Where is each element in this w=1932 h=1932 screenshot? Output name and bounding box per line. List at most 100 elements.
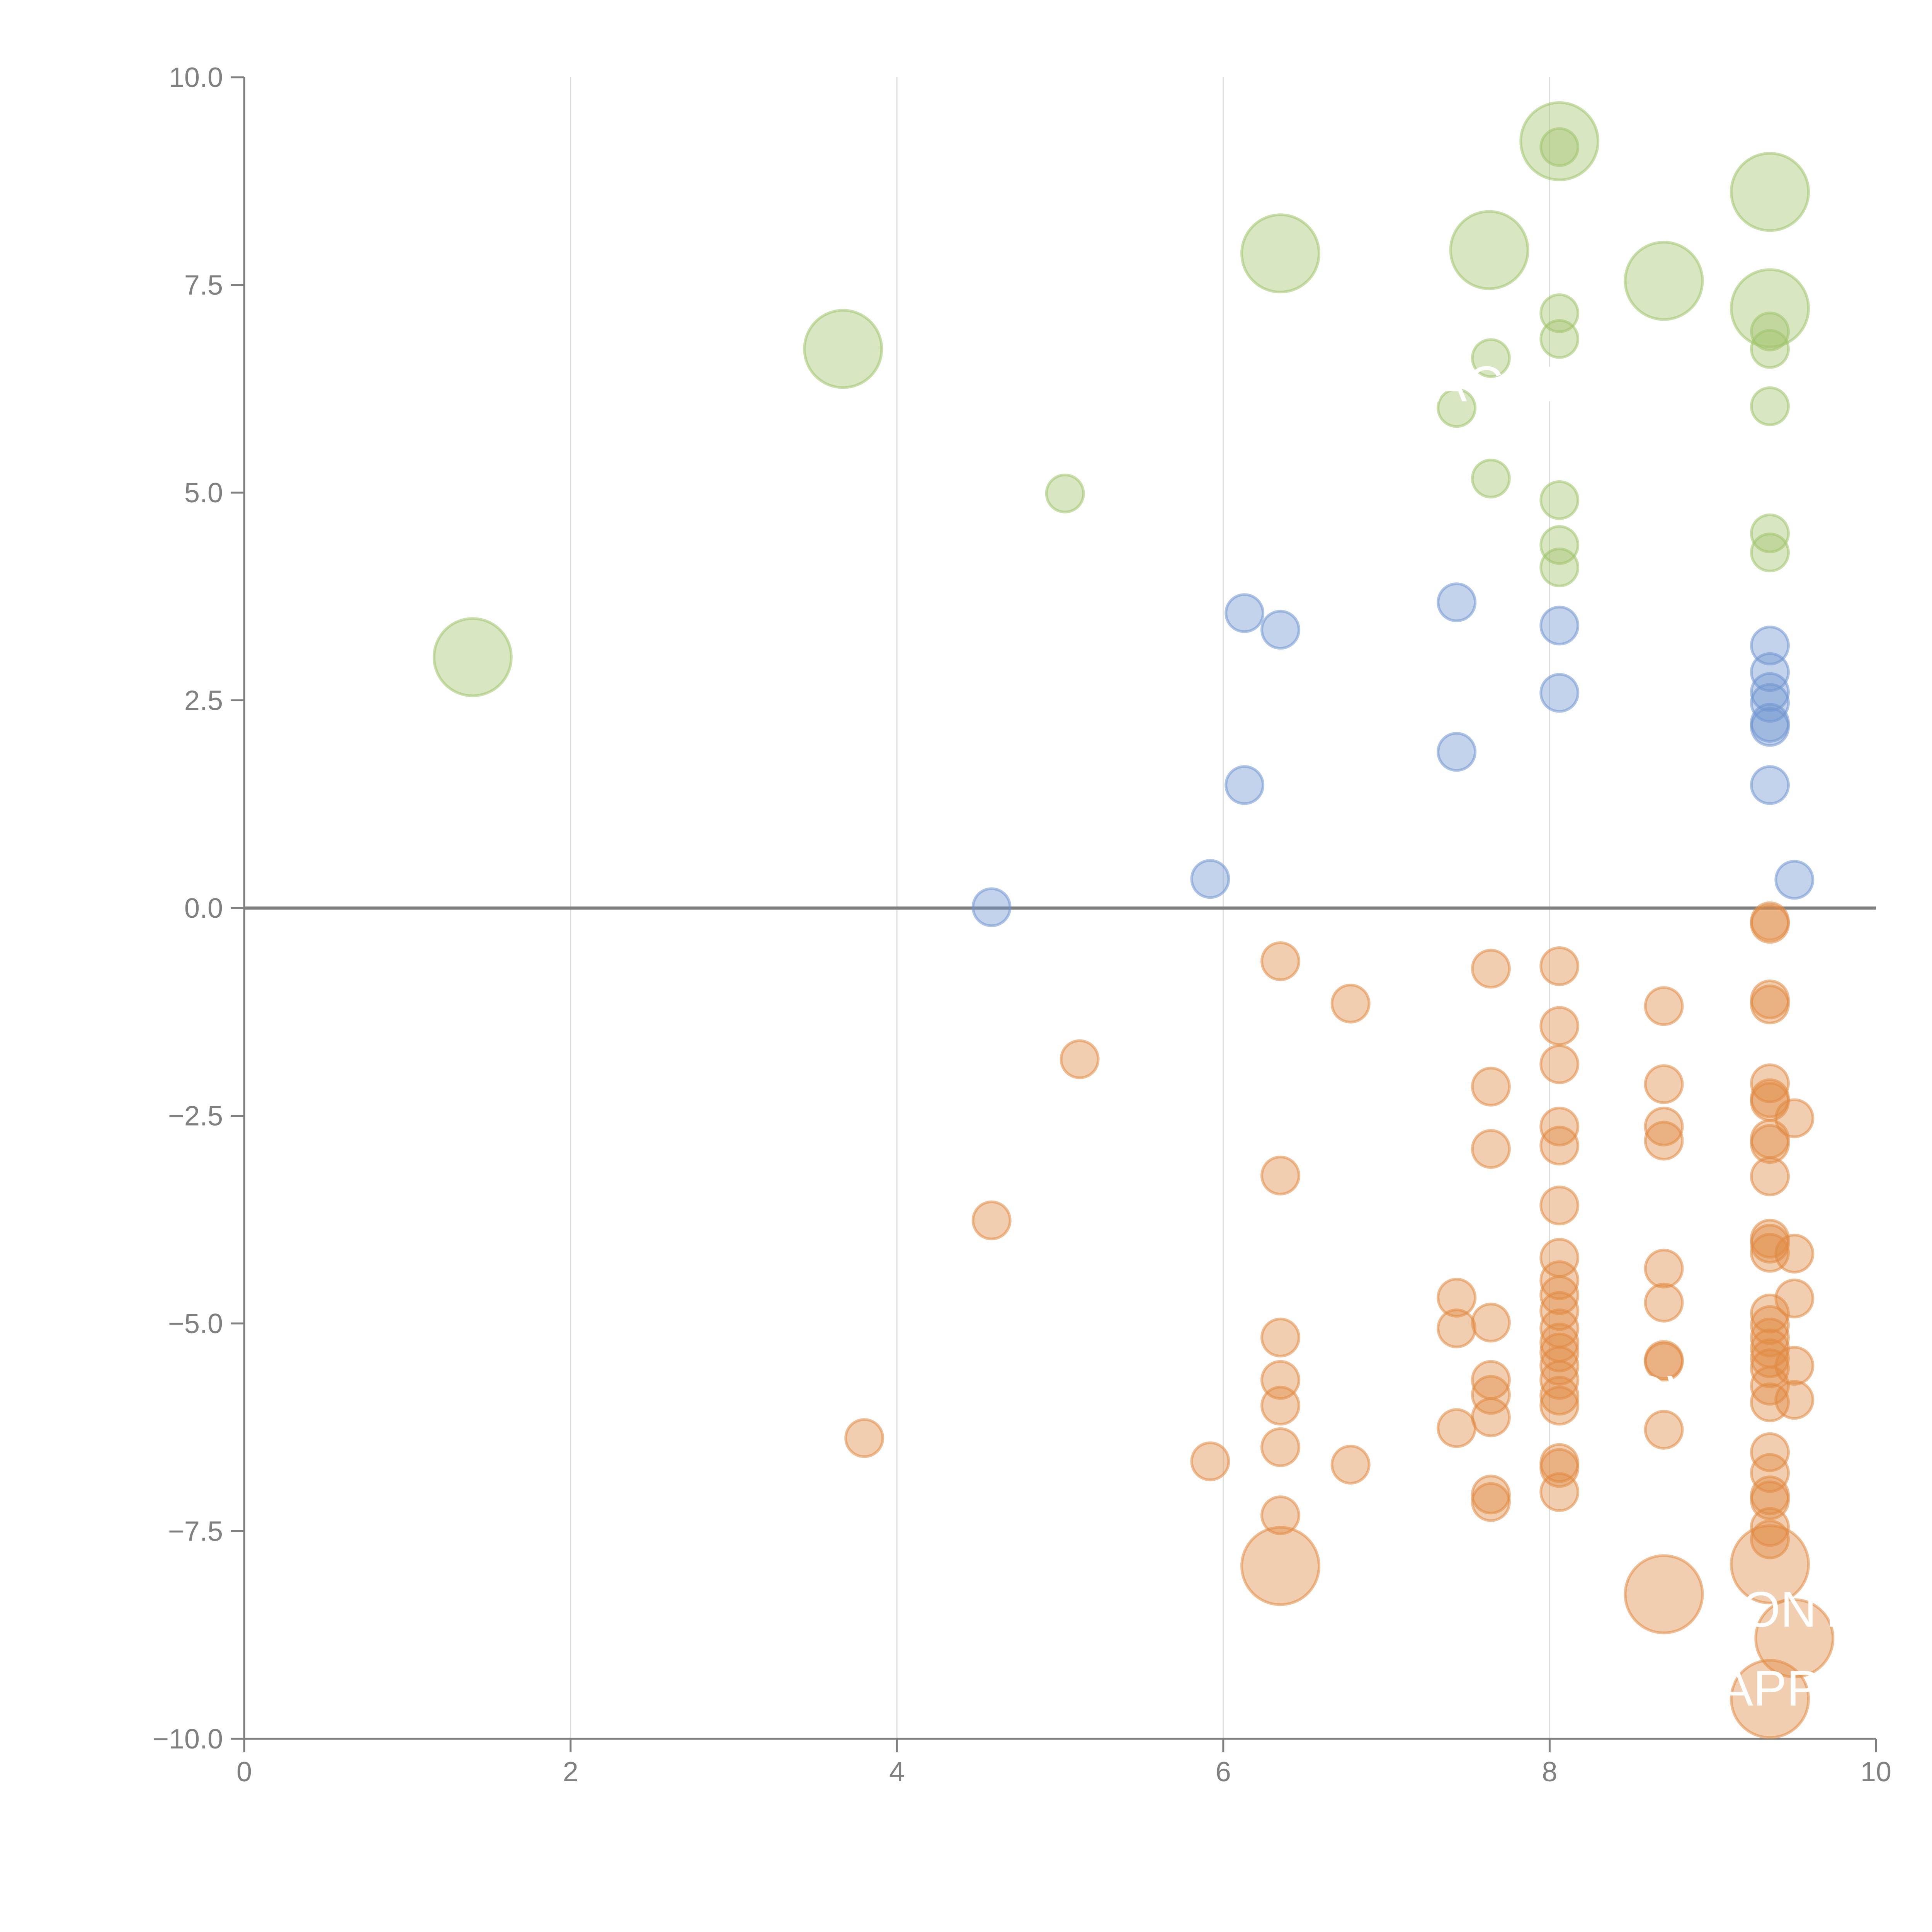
data-point-orange	[1644, 1282, 1684, 1323]
data-point-green	[1539, 525, 1580, 565]
data-point-green	[1750, 386, 1790, 426]
data-point-green	[1519, 101, 1600, 182]
series-blue	[971, 582, 1815, 927]
data-point-blue	[1260, 610, 1301, 650]
data-point-orange	[1644, 1064, 1684, 1104]
point-label: ONT	[1742, 1581, 1847, 1638]
data-point-orange	[1330, 983, 1371, 1024]
data-point-green	[1437, 388, 1477, 428]
data-point-green	[1539, 548, 1580, 587]
data-point-orange	[1471, 1066, 1511, 1107]
x-tick-label: 8	[1542, 1757, 1557, 1787]
y-tick-label: 7.5	[184, 270, 223, 301]
data-point-green	[1045, 473, 1085, 514]
y-tick-label: −5.0	[168, 1308, 223, 1339]
data-point-orange	[1644, 1121, 1684, 1161]
y-tick-label: 5.0	[184, 478, 223, 509]
data-point-green	[1471, 458, 1511, 498]
data-point-orange	[1774, 1233, 1815, 1274]
data-point-orange	[1750, 1156, 1790, 1196]
x-tick-label: 2	[563, 1757, 578, 1787]
y-tick-label: −2.5	[168, 1101, 223, 1132]
y-tick-label: 0.0	[184, 893, 223, 924]
data-point-orange	[1750, 1318, 1790, 1358]
data-point-green	[1624, 241, 1704, 321]
data-point-orange	[1471, 1482, 1511, 1522]
data-point-green	[432, 617, 513, 697]
data-point-orange	[1060, 1039, 1100, 1079]
data-point-green	[1750, 329, 1790, 369]
data-point-orange	[1774, 1098, 1815, 1138]
data-point-orange	[1750, 1124, 1790, 1164]
data-point-blue	[1750, 765, 1790, 805]
data-point-blue	[1774, 860, 1815, 900]
data-point-green	[803, 309, 883, 389]
data-point-blue	[1225, 765, 1265, 805]
data-point-orange	[1539, 946, 1580, 986]
data-point-blue	[971, 887, 1012, 927]
data-point-orange	[1539, 1332, 1580, 1372]
x-tick-label: 4	[889, 1757, 905, 1787]
data-point-orange	[1190, 1441, 1230, 1481]
data-point-orange	[1471, 1397, 1511, 1437]
data-point-orange	[1539, 1185, 1580, 1226]
point-label: E OW	[1580, 1365, 1714, 1422]
data-point-green	[1471, 338, 1511, 378]
data-point-green	[1240, 213, 1321, 294]
data-point-blue	[1190, 859, 1230, 899]
data-point-orange	[1471, 1303, 1511, 1343]
data-point-orange	[1471, 1129, 1511, 1169]
data-point-orange	[1539, 1275, 1580, 1315]
data-point-orange	[1644, 1410, 1684, 1450]
data-point-blue	[1225, 593, 1265, 633]
data-point-blue	[1750, 652, 1790, 692]
data-point-orange	[1750, 1432, 1790, 1472]
data-point-orange	[1624, 1554, 1704, 1634]
data-point-orange	[1260, 1495, 1301, 1536]
data-point-orange	[1750, 1519, 1790, 1560]
data-point-orange	[844, 1418, 884, 1458]
data-point-orange	[1437, 1408, 1477, 1448]
data-point-orange	[1260, 1427, 1301, 1467]
data-point-orange	[1539, 1260, 1580, 1300]
axes: 10.0 7.5 5.0 2.5 0.0 −2.5 −5.0 −7.5 −10.0 0 2 4 6 8 10	[153, 62, 1891, 1787]
data-point-orange	[1260, 941, 1301, 981]
data-point-orange	[1750, 1338, 1790, 1378]
data-point-orange	[1539, 1126, 1580, 1166]
data-point-orange	[971, 1200, 1012, 1240]
data-point-orange	[1644, 1106, 1684, 1146]
data-point-blue	[1539, 605, 1580, 646]
series-green	[432, 101, 1810, 697]
data-points	[432, 101, 1835, 1739]
data-point-orange	[1260, 1318, 1301, 1358]
data-point-orange	[1754, 1598, 1835, 1679]
data-point-green	[1449, 210, 1529, 290]
data-point-orange	[1260, 1386, 1301, 1426]
data-point-orange	[1539, 1472, 1580, 1512]
data-point-orange	[1644, 1248, 1684, 1289]
y-tick-label: −10.0	[153, 1724, 223, 1755]
data-point-orange	[1730, 1524, 1810, 1604]
data-point-orange	[1774, 1279, 1815, 1318]
data-point-green	[1539, 319, 1580, 359]
data-point-orange	[1330, 1445, 1371, 1485]
data-point-orange	[1539, 1006, 1580, 1046]
data-point-orange	[1240, 1526, 1321, 1606]
data-point-blue	[1750, 672, 1790, 712]
data-point-blue	[1437, 732, 1477, 772]
data-point-orange	[1750, 904, 1790, 944]
series-orange	[844, 901, 1835, 1739]
data-point-orange	[1774, 1380, 1815, 1420]
data-point-orange	[1471, 949, 1511, 989]
data-point-orange	[1644, 986, 1684, 1026]
point-label: ACOM	[1434, 356, 1584, 412]
data-point-orange	[1539, 1346, 1580, 1386]
data-point-orange	[1539, 1376, 1580, 1416]
data-point-orange	[1750, 1453, 1790, 1493]
data-point-orange	[1730, 1659, 1810, 1739]
data-point-green	[1750, 532, 1790, 573]
data-point-orange	[1471, 1375, 1511, 1415]
data-point-orange	[1437, 1277, 1477, 1318]
data-point-orange	[1539, 1044, 1580, 1084]
